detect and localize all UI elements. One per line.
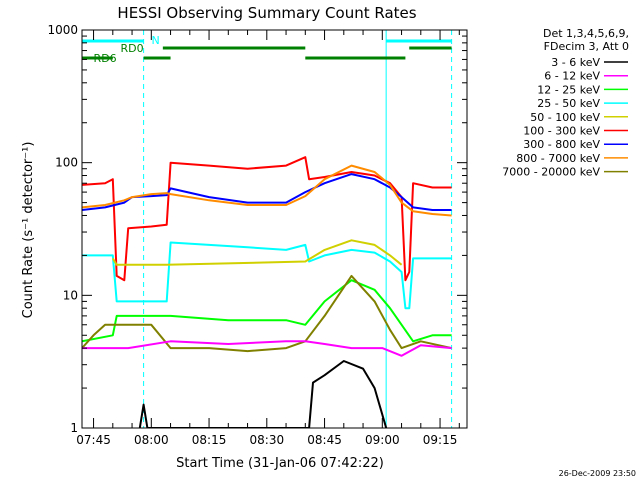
series-layer bbox=[82, 156, 452, 428]
y-tick-label-3: 1000 bbox=[47, 23, 78, 37]
legend-label-300-800-kev: 300 - 800 keV bbox=[523, 138, 600, 151]
legend: Det 1,3,4,5,6,9, FDecim 3, Att 0 3 - 6 k… bbox=[502, 27, 629, 179]
x-tick-label-6: 09:15 bbox=[423, 433, 458, 447]
instrument-state-annotations bbox=[82, 30, 453, 428]
x-tick-label-2: 08:15 bbox=[192, 433, 227, 447]
y-tick-label-1: 10 bbox=[63, 288, 78, 302]
legend-label-50-100-kev: 50 - 100 keV bbox=[530, 111, 600, 124]
x-axis: 07:45 08:00 08:15 08:30 08:45 09:00 09:15 bbox=[76, 30, 460, 447]
series-line-100-300-kev bbox=[82, 156, 452, 282]
plot-frame bbox=[81, 29, 468, 429]
chart-title: HESSI Observing Summary Count Rates bbox=[117, 4, 416, 22]
legend-label-7000-20000-kev: 7000 - 20000 keV bbox=[502, 166, 600, 179]
rd6-label: RD6 bbox=[94, 52, 117, 65]
y-tick-label-2: 100 bbox=[55, 156, 78, 170]
series-line-800-7000-kev bbox=[82, 164, 452, 217]
series-line-50-100-kev bbox=[111, 239, 403, 266]
legend-label-12-25-kev: 12 - 25 keV bbox=[537, 83, 600, 96]
annotation-labels: N RD0 RD6 bbox=[94, 34, 160, 65]
series-line-3-6-kev bbox=[138, 360, 388, 428]
legend-label-25-50-kev: 25 - 50 keV bbox=[537, 97, 600, 110]
legend-label-100-300-kev: 100 - 300 keV bbox=[523, 125, 600, 138]
x-tick-label-0: 07:45 bbox=[76, 433, 111, 447]
series-line-6-12-kev bbox=[82, 340, 452, 357]
series-line-12-25-kev bbox=[82, 279, 452, 343]
x-tick-label-1: 08:00 bbox=[134, 433, 169, 447]
y-axis: 1 10 100 1000 bbox=[47, 23, 467, 435]
x-axis-label: Start Time (31-Jan-06 07:42:22) bbox=[176, 456, 384, 471]
legend-label-6-12-kev: 6 - 12 keV bbox=[544, 70, 600, 83]
x-tick-label-3: 08:30 bbox=[250, 433, 285, 447]
x-tick-label-4: 08:45 bbox=[307, 433, 342, 447]
series-line-25-50-kev bbox=[82, 241, 452, 310]
legend-header-line-1: Det 1,3,4,5,6,9, bbox=[543, 27, 629, 40]
legend-label-3-6-kev: 3 - 6 keV bbox=[551, 56, 600, 69]
legend-label-800-7000-kev: 800 - 7000 keV bbox=[516, 152, 600, 165]
n-label: N bbox=[151, 34, 159, 47]
series-line-7000-20000-kev bbox=[82, 274, 452, 353]
y-tick-label-0: 1 bbox=[70, 421, 78, 435]
x-tick-label-5: 09:00 bbox=[365, 433, 400, 447]
footer-timestamp: 26-Dec-2009 23:50 bbox=[559, 469, 636, 478]
y-axis-label: Count Rate (s⁻¹ detector⁻¹) bbox=[21, 142, 36, 319]
rd0-label: RD0 bbox=[121, 42, 144, 55]
legend-header-line-2: FDecim 3, Att 0 bbox=[544, 40, 629, 53]
